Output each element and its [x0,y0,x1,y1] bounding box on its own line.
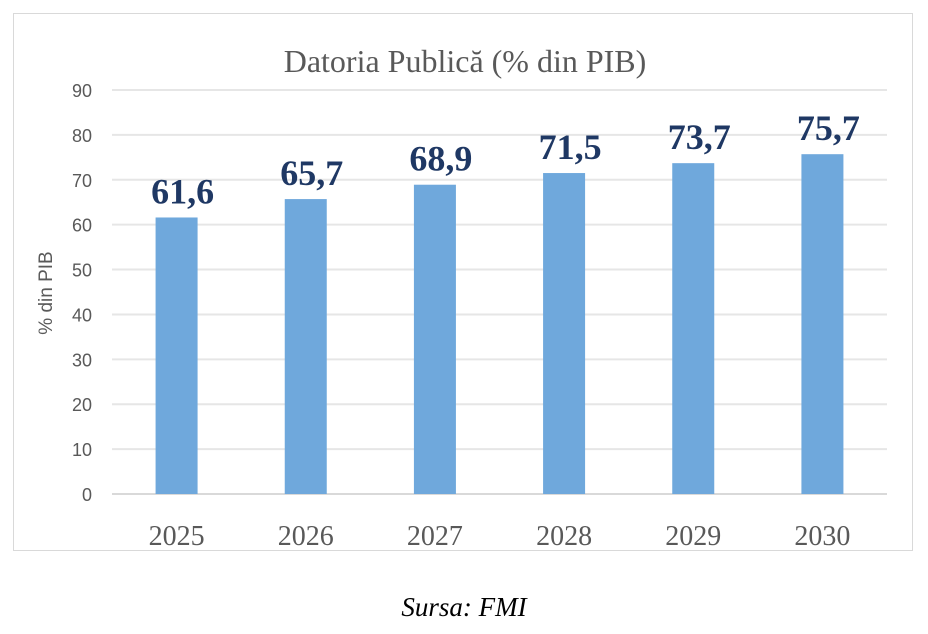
chart-title: Datoria Publică (% din PIB) [284,43,647,79]
data-label: 75,7 [797,108,860,148]
y-tick-label: 40 [72,305,92,325]
y-tick-label: 70 [72,171,92,191]
x-tick-label: 2029 [665,521,721,552]
y-tick-label: 60 [72,216,92,236]
x-tick-label: 2025 [149,521,205,552]
y-tick-label: 0 [82,485,92,505]
y-tick-label: 30 [72,350,92,370]
y-axis-label: % din PIB [36,251,57,334]
y-tick-label: 20 [72,395,92,415]
source-note: Sursa: FMI [401,592,527,622]
x-tick-label: 2028 [536,521,592,552]
bar [284,199,327,494]
bar [155,217,198,495]
y-tick-label: 90 [72,81,92,101]
bar [413,184,456,494]
data-label: 71,5 [539,127,602,167]
data-label: 61,6 [151,171,214,211]
x-tick-label: 2027 [407,521,463,552]
x-tick-label: 2030 [794,521,850,552]
y-tick-label: 10 [72,440,92,460]
bar [801,154,844,495]
bar [672,163,715,494]
y-tick-label: 50 [72,261,92,281]
data-label: 65,7 [280,153,343,193]
bar [543,173,586,495]
data-label: 73,7 [668,117,731,157]
x-tick-label: 2026 [278,521,334,552]
data-label: 68,9 [409,139,472,179]
y-tick-label: 80 [72,126,92,146]
